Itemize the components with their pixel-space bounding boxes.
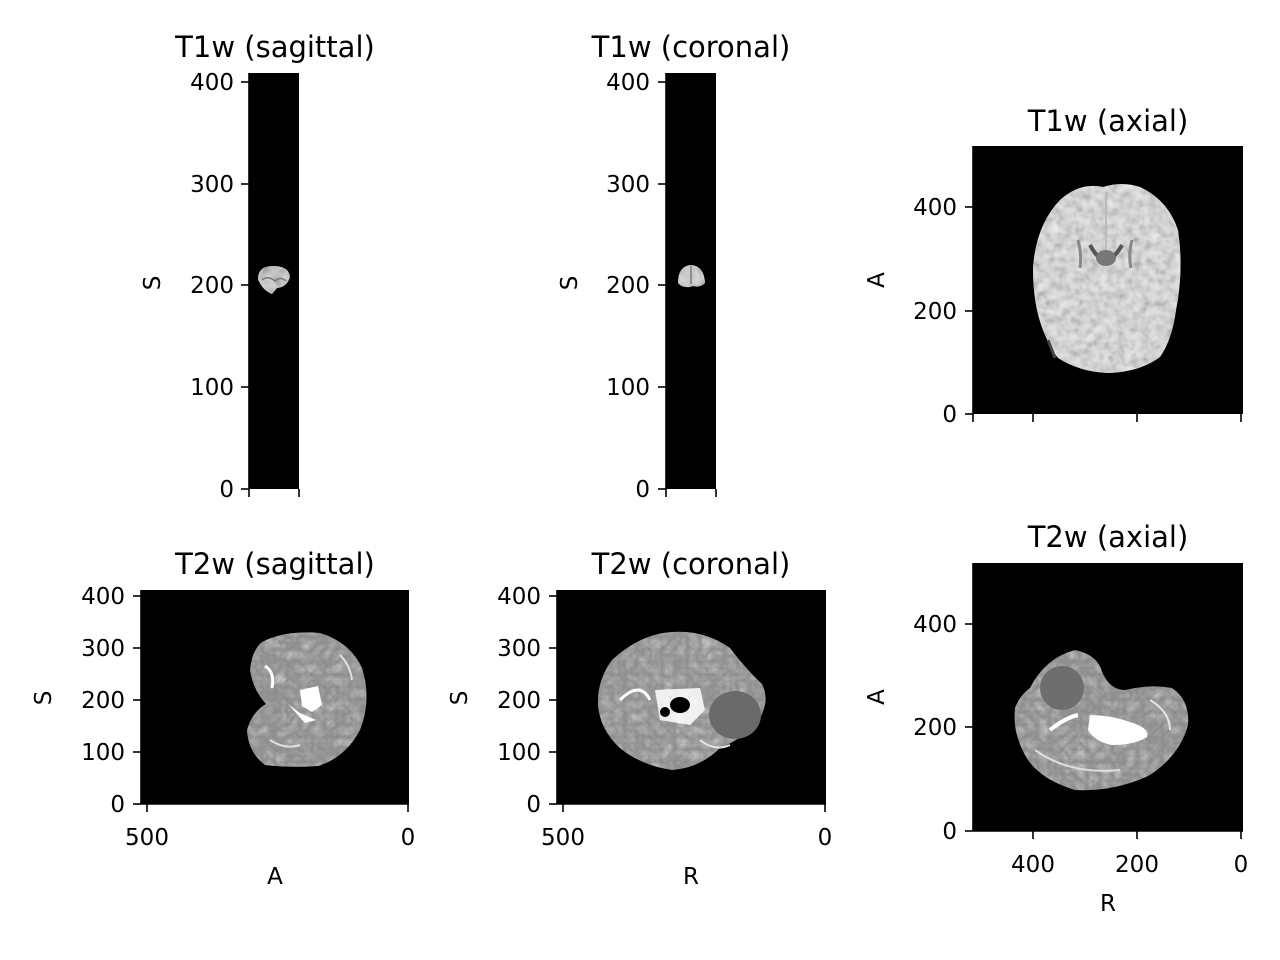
panel-t2-sagittal: T2w (sagittal) 0 100 200 300 400	[31, 547, 415, 890]
x-axis-label: R	[683, 864, 699, 890]
y-axis-label: S	[447, 691, 473, 706]
panel-title: T1w (axial)	[1027, 104, 1189, 138]
panel-t1-sagittal: T1w (sagittal) 0 100 200 300 400 S	[140, 30, 375, 503]
y-tick-label: 100	[81, 740, 125, 766]
y-axis-label: S	[31, 691, 57, 706]
y-tick-label: 300	[81, 636, 125, 662]
brain-slice	[678, 265, 705, 288]
y-tick-label: 400	[913, 195, 957, 221]
y-axis-label: S	[140, 276, 166, 291]
y-tick-label: 0	[635, 477, 650, 503]
y-tick-label: 0	[110, 792, 125, 818]
x-tick-label: 0	[401, 825, 416, 851]
y-tick-label: 100	[190, 375, 234, 401]
brain-slice	[597, 631, 766, 770]
x-tick-label: 0	[1234, 852, 1249, 878]
y-ticks: 0 100 200 300 400	[606, 70, 666, 503]
y-tick-label: 400	[81, 584, 125, 610]
y-tick-label: 0	[942, 819, 957, 845]
x-ticks	[972, 414, 1242, 422]
panel-title: T1w (coronal)	[591, 30, 791, 64]
y-ticks: 0 200 400	[913, 612, 973, 845]
brain-slice	[247, 632, 367, 767]
x-ticks: 500 0	[125, 804, 415, 851]
x-tick-label: 500	[125, 825, 169, 851]
y-ticks: 0 100 200 300 400	[497, 584, 557, 818]
y-tick-label: 200	[606, 273, 650, 299]
y-tick-label: 0	[942, 402, 957, 428]
y-tick-label: 200	[913, 715, 957, 741]
y-tick-label: 300	[497, 636, 541, 662]
y-ticks: 0 200 400	[913, 195, 973, 428]
x-ticks: 400 200 0	[1011, 831, 1248, 878]
x-axis-label: A	[267, 864, 283, 890]
y-tick-label: 0	[219, 477, 234, 503]
x-tick-label: 200	[1115, 852, 1159, 878]
panel-t1-coronal: T1w (coronal) 0 100 200 300 400 S	[557, 30, 790, 503]
y-axis-label: A	[864, 272, 890, 288]
y-ticks: 0 100 200 300 400	[190, 70, 249, 503]
panel-t2-coronal: T2w (coronal) 0 100 200 300 400	[447, 547, 832, 890]
x-tick-label: 400	[1011, 852, 1055, 878]
y-tick-label: 400	[497, 584, 541, 610]
panel-title: T2w (coronal)	[591, 547, 791, 581]
y-ticks: 0 100 200 300 400	[81, 584, 141, 818]
brain-slice	[1014, 650, 1189, 791]
x-tick-label: 0	[818, 825, 833, 851]
y-tick-label: 100	[606, 375, 650, 401]
y-tick-label: 200	[497, 688, 541, 714]
y-tick-label: 300	[606, 172, 650, 198]
panel-t2-axial: T2w (axial) 0 200 400 400 200 0	[864, 520, 1248, 917]
brain-slice	[258, 266, 290, 294]
y-tick-label: 200	[913, 299, 957, 325]
y-tick-label: 100	[497, 740, 541, 766]
y-tick-label: 300	[190, 172, 234, 198]
panel-title: T2w (sagittal)	[174, 547, 375, 581]
y-tick-label: 0	[526, 792, 541, 818]
x-ticks: 500 0	[541, 804, 832, 851]
panel-title: T2w (axial)	[1027, 520, 1189, 554]
panel-title: T1w (sagittal)	[174, 30, 375, 64]
panel-t1-axial: T1w (axial) 0 200 400 A	[864, 104, 1243, 428]
y-axis-label: S	[557, 276, 583, 291]
y-tick-label: 200	[81, 688, 125, 714]
y-tick-label: 400	[190, 70, 234, 96]
x-tick-label: 500	[541, 825, 585, 851]
x-axis-label: R	[1100, 891, 1116, 917]
y-axis-label: A	[864, 689, 890, 705]
y-tick-label: 400	[913, 612, 957, 638]
brain-slice	[1033, 184, 1181, 373]
y-tick-label: 400	[606, 70, 650, 96]
y-tick-label: 200	[190, 273, 234, 299]
